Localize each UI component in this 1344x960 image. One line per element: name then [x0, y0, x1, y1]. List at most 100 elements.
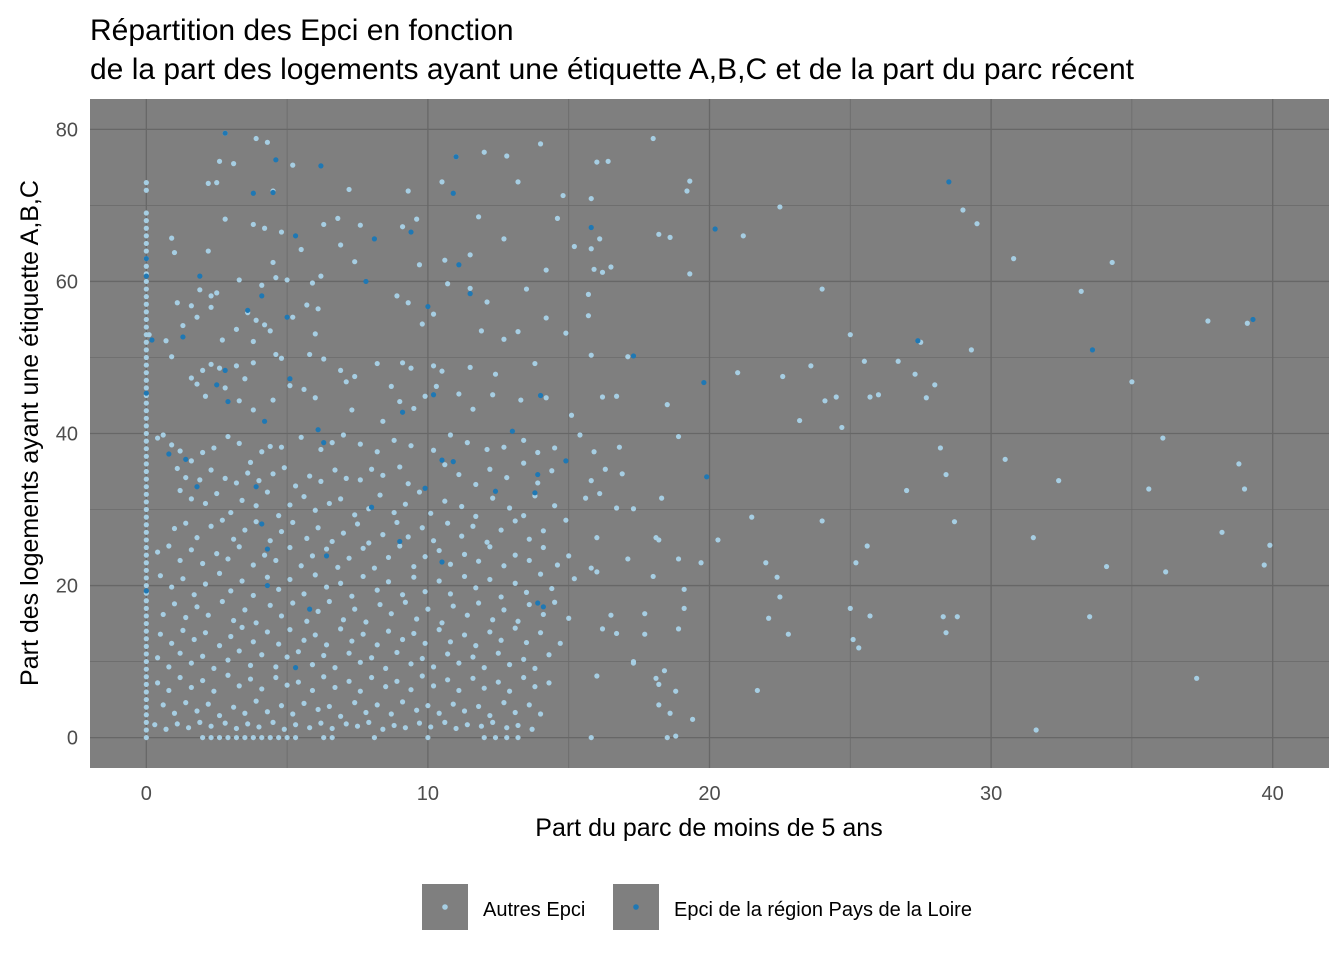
data-point: [143, 628, 149, 634]
data-point: [704, 474, 710, 480]
data-point: [515, 179, 521, 185]
data-point: [256, 724, 262, 730]
data-point: [247, 662, 254, 668]
data-point: [233, 734, 240, 741]
x-axis-title: Part du parc de moins de 5 ans: [535, 814, 882, 842]
data-point: [1261, 562, 1267, 568]
data-point: [523, 286, 530, 292]
data-point: [292, 734, 299, 741]
data-point: [461, 632, 468, 638]
data-point: [673, 688, 679, 694]
data-point: [588, 195, 594, 202]
data-point: [312, 632, 318, 638]
data-point: [363, 278, 369, 285]
data-point: [445, 281, 451, 287]
data-point: [368, 466, 375, 472]
data-point: [143, 552, 149, 558]
data-point: [188, 458, 194, 464]
data-point: [236, 440, 242, 446]
data-point: [442, 498, 448, 504]
data-point: [371, 565, 378, 571]
data-point: [143, 233, 149, 239]
data-point: [630, 506, 637, 512]
data-point: [543, 315, 549, 321]
data-point: [188, 547, 194, 553]
data-point: [774, 574, 780, 580]
data-point: [143, 430, 149, 437]
data-point: [143, 727, 149, 733]
data-point: [143, 537, 149, 543]
data-point: [642, 611, 648, 617]
data-point: [338, 713, 344, 719]
data-point: [143, 286, 149, 292]
data-point: [177, 674, 183, 681]
legend-marker-autres-epci: [442, 904, 448, 910]
data-point: [143, 696, 149, 703]
data-point: [318, 478, 324, 484]
data-point: [261, 225, 268, 231]
data-point: [166, 687, 172, 694]
data-point: [698, 560, 704, 566]
data-point: [605, 158, 611, 164]
data-point: [270, 259, 276, 266]
data-point: [535, 471, 541, 478]
data-point: [143, 385, 149, 391]
data-point: [749, 514, 755, 520]
data-point: [619, 471, 625, 477]
y-axis-ticks: 0 20 40 60 80: [56, 119, 78, 749]
data-point: [521, 437, 527, 443]
data-point: [475, 600, 482, 606]
data-point: [143, 225, 149, 231]
data-point: [366, 540, 372, 546]
data-point: [529, 726, 535, 732]
data-point: [202, 393, 209, 399]
data-point: [408, 229, 414, 235]
data-point: [267, 538, 273, 544]
data-point: [490, 617, 496, 623]
data-point: [318, 720, 324, 726]
data-point: [177, 557, 183, 564]
data-point: [608, 612, 614, 618]
data-point: [143, 491, 149, 497]
data-point: [588, 734, 594, 741]
data-point: [264, 629, 271, 635]
data-point: [276, 513, 282, 519]
data-point: [504, 474, 510, 481]
data-point: [501, 563, 507, 569]
data-point: [197, 273, 203, 279]
data-point: [143, 278, 149, 285]
data-point: [461, 708, 468, 714]
data-point: [475, 703, 482, 710]
data-point: [597, 490, 603, 497]
data-point: [1011, 256, 1017, 262]
data-point: [231, 536, 237, 542]
data-point: [684, 188, 690, 194]
data-point: [532, 665, 538, 672]
data-point: [143, 324, 149, 330]
data-point: [154, 680, 161, 686]
data-point: [461, 573, 468, 580]
data-point: [273, 157, 279, 163]
data-point: [487, 576, 493, 583]
data-point: [546, 680, 552, 686]
data-point: [864, 543, 870, 549]
data-point: [197, 719, 203, 725]
data-point: [422, 554, 428, 560]
data-point: [577, 432, 583, 438]
data-point: [171, 601, 178, 607]
data-point: [270, 471, 276, 477]
data-point: [552, 599, 558, 605]
data-point: [414, 707, 420, 713]
data-point: [461, 551, 468, 557]
data-point: [200, 653, 206, 659]
data-point: [247, 676, 254, 682]
y-tick-label: 80: [56, 119, 78, 141]
data-point: [408, 661, 414, 667]
data-point: [552, 445, 558, 451]
data-point: [236, 277, 242, 283]
data-point: [436, 578, 442, 584]
data-point: [504, 734, 510, 741]
data-point: [540, 544, 546, 551]
data-point: [712, 226, 718, 232]
data-point: [329, 440, 335, 446]
